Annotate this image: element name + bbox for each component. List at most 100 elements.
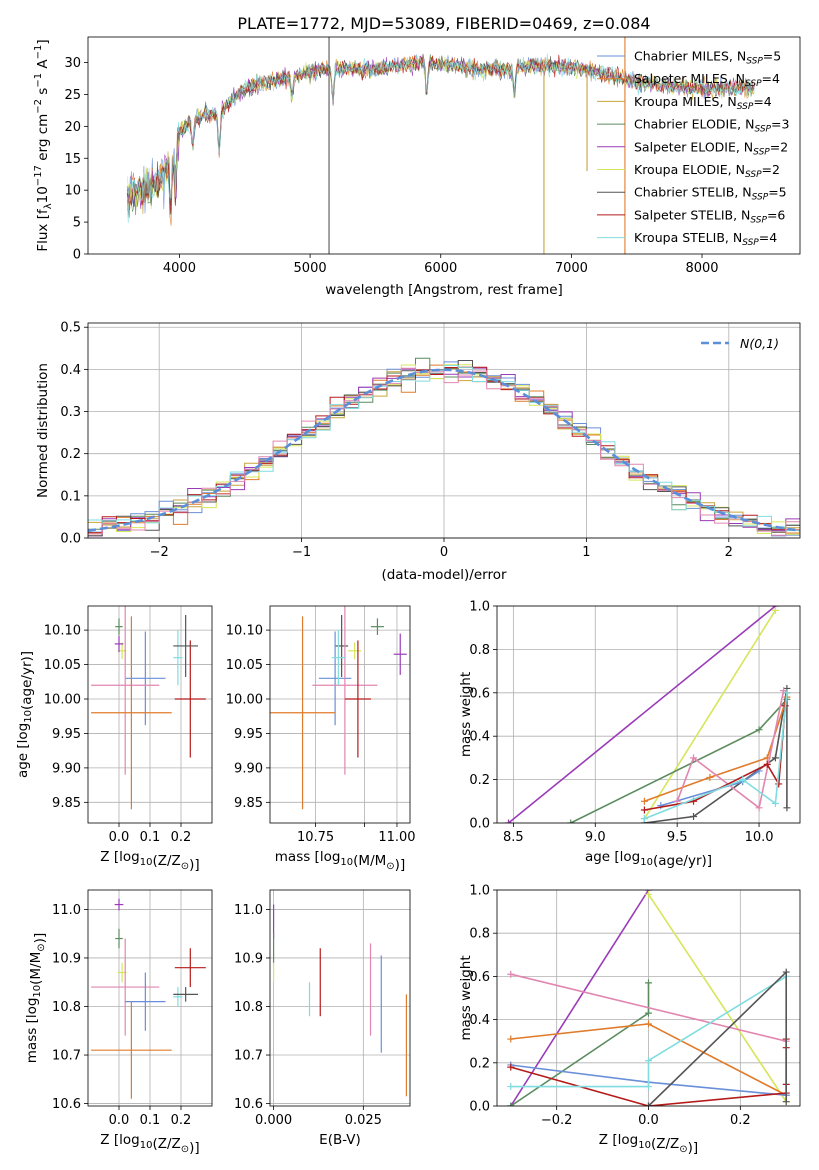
x-tick-label: 2 <box>725 545 733 560</box>
y-tick-label: 10.6 <box>52 1097 81 1112</box>
y-tick-label: 10.9 <box>234 951 263 966</box>
weight-marker <box>690 812 698 820</box>
axes-frame <box>496 889 801 1107</box>
x-axis-label: wavelength [Angstrom, rest frame] <box>325 282 563 298</box>
y-tick-label: 9.90 <box>234 761 263 776</box>
x-axis-label: Z [log10(Z/Z⊙)] <box>599 1132 698 1156</box>
legend-label: Salpeter ELODIE, NSSP=2 <box>634 139 788 157</box>
y-tick-label: 9.90 <box>52 761 81 776</box>
weight-marker <box>640 815 648 823</box>
y-tick-label: 25 <box>64 88 81 103</box>
weight-marker <box>783 804 791 812</box>
errorbar-point <box>344 640 371 758</box>
weight-marker <box>771 799 779 807</box>
y-axis-label: mass weight <box>458 672 474 757</box>
x-tick-label: 11.00 <box>378 830 415 845</box>
y-tick-label: 1.0 <box>469 600 490 615</box>
errorbar-point <box>173 987 183 1007</box>
weight-marker <box>782 968 790 976</box>
x-tick-label: 1 <box>582 545 590 560</box>
weight-marker <box>507 1102 515 1106</box>
y-tick-label: 0.4 <box>60 363 81 378</box>
x-axis-label: Z [log10(Z/Z⊙)] <box>100 849 199 873</box>
x-tick-label: 5000 <box>294 261 327 276</box>
legend-label: Chabrier MILES, NSSP=5 <box>634 49 781 67</box>
errorbar-point <box>115 618 123 635</box>
y-tick-label: 0 <box>73 248 81 263</box>
axes-frame <box>269 605 411 824</box>
x-tick-label: 9.0 <box>585 830 606 845</box>
x-axis-label: mass [log10(M/M⊙)] <box>275 849 405 873</box>
y-tick-label: 30 <box>64 56 81 71</box>
weight-marker <box>645 890 652 898</box>
y-tick-label: 10.8 <box>52 1000 81 1015</box>
axes-residuals: −2 −1 0 1 2 0.0 0.1 0.2 0.3 0.4 0.5 (data-model)/er… <box>35 321 801 583</box>
y-tick-label: 0.6 <box>469 970 490 985</box>
errorbar-point <box>91 1001 172 1099</box>
errorbar-point <box>115 928 123 949</box>
weight-line <box>510 975 787 1088</box>
weight-marker <box>783 689 791 697</box>
weight-line <box>507 606 776 823</box>
weight-marker <box>755 726 763 734</box>
axes-frame <box>87 605 213 824</box>
x-axis-label: Z [log10(Z/Z⊙)] <box>100 1132 199 1156</box>
legend-label: N(0,1) <box>740 336 779 351</box>
x-tick-label: −0.2 <box>541 1113 573 1128</box>
axes-mass_vs_ebv: 0.000 0.025 10.6 10.7 10.8 10.9 11.0 E(B-V) <box>234 889 411 1148</box>
x-tick-label: 4000 <box>163 261 196 276</box>
legend: N(0,1) <box>701 336 779 351</box>
x-tick-label: 0.000 <box>255 1113 292 1128</box>
weight-marker <box>645 1020 652 1028</box>
y-tick-label: 9.85 <box>52 796 81 811</box>
y-axis-label: Normed distribution <box>35 363 51 498</box>
weight-line <box>644 688 788 823</box>
y-tick-label: 0.0 <box>469 1100 490 1115</box>
errorbar-point <box>370 618 384 635</box>
errorbar-point <box>331 630 345 686</box>
weight-marker <box>504 819 512 823</box>
legend-label: Chabrier STELIB, NSSP=5 <box>634 185 787 203</box>
legend-label: Chabrier ELODIE, NSSP=3 <box>634 117 789 135</box>
grid <box>88 890 212 1106</box>
errorbar-point <box>312 606 378 775</box>
y-tick-label: 0.6 <box>469 686 490 701</box>
data-layer <box>91 606 206 810</box>
y-tick-label: 0.4 <box>469 730 490 745</box>
data-layer <box>270 606 407 810</box>
weight-line <box>510 982 650 1106</box>
weight-line <box>510 890 650 1106</box>
axes-mass_vs_Z: 0.0 0.1 0.2 10.6 10.7 10.8 10.9 11.0 Z [log10(Z/… <box>24 889 213 1156</box>
weight-marker <box>507 1083 515 1091</box>
y-tick-label: 0.2 <box>469 1056 490 1071</box>
weight-marker <box>763 760 771 768</box>
figure-title: PLATE=1772, MJD=53089, FIBERID=0469, z=0… <box>237 14 650 33</box>
errorbar-point <box>348 642 362 660</box>
axes-weight_vs_Z: −0.2 0.0 0.2 0.0 0.2 0.4 0.6 0.8 1.0 Z [log10(Z/Z… <box>458 884 801 1156</box>
y-tick-label: 11.0 <box>52 903 81 918</box>
weight-marker <box>739 776 747 784</box>
weight-line <box>647 970 787 1106</box>
weight-marker <box>645 1102 652 1106</box>
weight-marker <box>640 806 648 814</box>
x-tick-label: 0.0 <box>109 830 130 845</box>
legend-label: Kroupa MILES, NSSP=4 <box>634 94 772 112</box>
weight-marker <box>645 979 652 987</box>
y-tick-label: 15 <box>64 152 81 167</box>
weight-marker <box>507 970 515 978</box>
x-tick-label: 0.2 <box>730 1113 751 1128</box>
x-tick-label: 8.5 <box>503 830 524 845</box>
legend: Chabrier MILES, NSSP=5 Salpeter MILES, NS… <box>597 49 789 248</box>
y-tick-label: 11.0 <box>234 903 263 918</box>
x-tick-label: 0.2 <box>171 1113 192 1128</box>
errorbar-point <box>173 987 199 1002</box>
y-tick-label: 10.00 <box>44 693 81 708</box>
y-tick-label: 10.9 <box>52 951 81 966</box>
y-tick-label: 0.4 <box>469 1013 490 1028</box>
errorbar-point <box>318 631 352 726</box>
spectrum-line <box>126 53 755 223</box>
errorbar-point <box>335 614 349 677</box>
axes-frame <box>87 36 801 255</box>
y-tick-label: 9.95 <box>52 727 81 742</box>
